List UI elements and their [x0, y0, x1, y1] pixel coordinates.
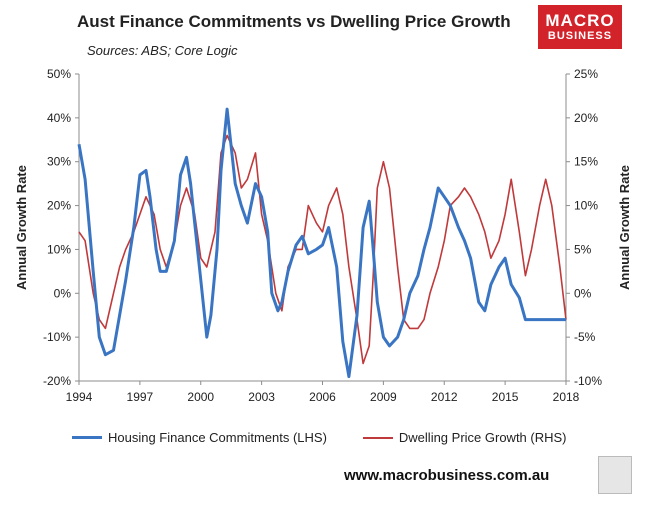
x-tick-label: 2003 [248, 390, 275, 404]
logo-line-2: BUSINESS [547, 29, 613, 42]
right-axis-title: Annual Growth Rate [617, 165, 632, 290]
x-tick-label: 2006 [309, 390, 336, 404]
legend-swatch-housing [72, 436, 102, 439]
legend-swatch-dwelling [362, 436, 393, 439]
right-tick-label: 15% [574, 155, 598, 169]
left-axis-title: Annual Growth Rate [14, 165, 29, 290]
right-tick-label: -5% [574, 330, 596, 344]
right-tick-label: 0% [574, 286, 592, 300]
legend-item-housing: Housing Finance Commitments (LHS) [72, 430, 327, 445]
legend-item-dwelling: Dwelling Price Growth (RHS) [362, 430, 567, 445]
x-tick-label: 2000 [187, 390, 214, 404]
right-tick-label: 20% [574, 111, 598, 125]
left-tick-label: 20% [47, 199, 71, 213]
left-tick-label: 50% [47, 67, 71, 81]
chart-sources: Sources: ABS; Core Logic [87, 43, 238, 58]
footer-url: www.macrobusiness.com.au [344, 467, 550, 484]
x-tick-label: 2009 [370, 390, 397, 404]
housing-finance-series-line [77, 107, 566, 379]
left-y-ticks: 50% 40% 30% 20% 10% 0% -10% -20% [43, 67, 79, 388]
right-tick-label: -10% [574, 374, 602, 388]
chart-legend: Housing Finance Commitments (LHS) Dwelli… [72, 430, 603, 445]
right-tick-label: 10% [574, 199, 598, 213]
logo-line-1: MACRO [545, 10, 615, 30]
right-y-ticks: 25% 20% 15% 10% 5% 0% -5% -10% [566, 67, 602, 388]
right-tick-label: 5% [574, 242, 592, 256]
legend-label-dwelling: Dwelling Price Growth (RHS) [398, 430, 567, 445]
x-tick-label: 2012 [431, 390, 458, 404]
left-tick-label: -10% [43, 330, 71, 344]
right-tick-label: 25% [574, 67, 598, 81]
left-tick-label: 40% [47, 111, 71, 125]
macrobusiness-logo: MACRO BUSINESS [538, 5, 622, 49]
x-ticks: 1994 1997 2000 2003 2006 2009 2012 2015 2018 [66, 381, 580, 404]
left-tick-label: 30% [47, 155, 71, 169]
x-tick-label: 1994 [66, 390, 93, 404]
left-tick-label: -20% [43, 374, 71, 388]
left-tick-label: 10% [47, 242, 71, 256]
x-tick-label: 2018 [553, 390, 580, 404]
left-tick-label: 0% [54, 286, 72, 300]
chart-title: Aust Finance Commitments vs Dwelling Pri… [77, 12, 511, 31]
x-tick-label: 1997 [127, 390, 154, 404]
wolf-mascot-image [598, 456, 632, 494]
x-tick-label: 2015 [492, 390, 519, 404]
legend-label-housing: Housing Finance Commitments (LHS) [108, 430, 327, 445]
dwelling-price-series-line [78, 134, 567, 365]
